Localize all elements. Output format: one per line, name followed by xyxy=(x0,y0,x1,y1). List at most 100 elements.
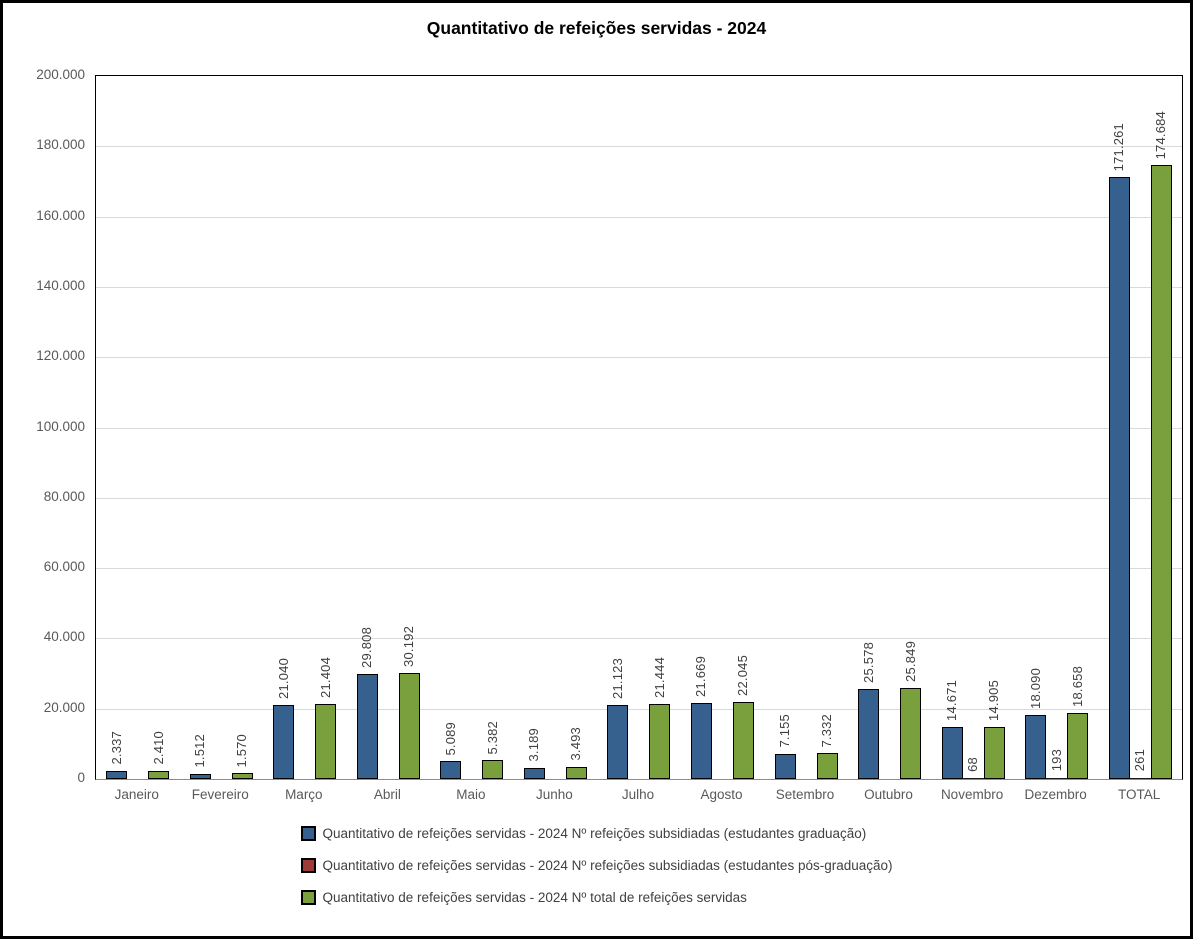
x-axis-label-janeiro: Janeiro xyxy=(114,787,159,802)
bar-value-label: 3.189 xyxy=(526,728,542,762)
bar-slot: 3.189 xyxy=(523,76,545,779)
bar-value-label: 14.905 xyxy=(986,679,1002,721)
bar-value-label: 193 xyxy=(1048,749,1064,772)
bar-series1-janeiro xyxy=(106,770,128,779)
bar-series1-julho xyxy=(607,704,629,779)
x-axis-label-março: Março xyxy=(285,787,323,802)
x-axis-label-dezembro: Dezembro xyxy=(1024,787,1087,802)
chart-title: Quantitativo de refeições servidas - 202… xyxy=(426,18,767,38)
bar-series3-agosto xyxy=(732,701,754,779)
bar-slot: 174.684 xyxy=(1150,76,1172,779)
bar-slot: 2.337 xyxy=(106,76,128,779)
bar-slot: 5.089 xyxy=(440,76,462,779)
gridline xyxy=(96,497,1182,499)
bar-slot: 2.410 xyxy=(148,76,170,779)
bar-group-agosto: 21.669 22.045 xyxy=(681,76,765,779)
y-axis-tick-label: 160.000 xyxy=(36,207,85,223)
bar-slot xyxy=(378,76,399,779)
bar-value-label: 29.808 xyxy=(359,627,375,669)
bar-slot: 29.808 xyxy=(356,76,378,779)
bar-value-label: 1.570 xyxy=(234,733,250,768)
y-axis-tick-label: 0 xyxy=(77,770,85,785)
y-axis-tick-label: 40.000 xyxy=(43,629,85,645)
bar-group-março: 21.040 21.404 xyxy=(263,76,347,779)
bar-slot: 3.493 xyxy=(565,76,587,779)
bar-slot: 21.123 xyxy=(607,76,629,779)
bar-slot xyxy=(796,76,817,779)
bar-slot: 7.155 xyxy=(774,76,796,779)
bar-group-setembro: 7.155 7.332 xyxy=(764,76,848,779)
bar-slot: 21.040 xyxy=(273,76,295,779)
bar-slot: 193 xyxy=(1046,76,1068,779)
bar-slot: 21.669 xyxy=(690,76,712,779)
legend-item: Quantitativo de refeições servidas - 202… xyxy=(300,857,893,874)
gridline xyxy=(96,357,1182,359)
bar-value-label: 21.123 xyxy=(609,657,625,699)
bar-slot xyxy=(211,76,232,779)
bar-series1-agosto xyxy=(690,702,712,779)
bar-slot: 22.045 xyxy=(732,76,754,779)
y-axis-tick-label: 200.000 xyxy=(36,67,85,82)
bar-slot xyxy=(879,76,900,779)
gridline xyxy=(96,146,1182,148)
bar-group-fevereiro: 1.512 1.570 xyxy=(180,76,264,779)
bar-group-total: 171.261 261 174.684 xyxy=(1098,76,1182,779)
bar-series3-janeiro xyxy=(148,770,170,779)
bar-slot: 21.404 xyxy=(315,76,337,779)
y-axis-tick-label: 140.000 xyxy=(36,277,85,293)
bar-series1-abril xyxy=(356,674,378,779)
bar-group-junho: 3.189 3.493 xyxy=(514,76,598,779)
bar-value-label: 21.040 xyxy=(275,658,291,700)
bar-slot: 7.332 xyxy=(816,76,838,779)
bar-series1-setembro xyxy=(774,753,796,779)
bar-value-label: 1.512 xyxy=(192,734,208,768)
bar-value-label: 2.410 xyxy=(150,730,166,765)
y-axis-tick-label: 20.000 xyxy=(43,699,85,715)
bar-slot xyxy=(628,76,649,779)
bar-groups: 2.337 2.410 1.512 1.570 21.040 21.404 29.808 30… xyxy=(96,76,1182,779)
bar-value-label: 174.684 xyxy=(1153,110,1169,159)
bar-series3-junho xyxy=(565,766,587,779)
bar-value-label: 14.671 xyxy=(944,680,960,722)
bar-slot: 1.512 xyxy=(189,76,211,779)
legend-item: Quantitativo de refeições servidas - 202… xyxy=(300,889,893,906)
bar-slot: 261 xyxy=(1129,76,1151,779)
bar-series1-total xyxy=(1108,177,1130,779)
bar-value-label: 5.089 xyxy=(442,721,458,756)
bar-slot: 1.570 xyxy=(231,76,253,779)
bar-value-label: 7.155 xyxy=(777,714,793,748)
bar-series1-junho xyxy=(523,767,545,779)
bar-series3-setembro xyxy=(816,753,838,779)
x-axis-label-total: TOTAL xyxy=(1118,787,1161,802)
bar-slot: 18.090 xyxy=(1025,76,1047,779)
x-axis-label-outubro: Outubro xyxy=(864,787,913,802)
bar-series3-total xyxy=(1150,165,1172,779)
bar-series3-fevereiro xyxy=(231,773,253,779)
x-axis-label-fevereiro: Fevereiro xyxy=(191,787,249,802)
y-axis-tick-label: 80.000 xyxy=(43,488,85,504)
gridline xyxy=(96,286,1182,288)
x-axis-label-novembro: Novembro xyxy=(940,787,1004,802)
bar-series1-novembro xyxy=(941,727,963,779)
bar-series1-fevereiro xyxy=(189,773,211,779)
bar-series1-março xyxy=(273,705,295,779)
plot-area: 2.337 2.410 1.512 1.570 21.040 21.404 29.808 30… xyxy=(95,75,1183,780)
bar-value-label: 25.578 xyxy=(860,642,876,684)
bar-series3-julho xyxy=(649,703,671,779)
x-axis-label-julho: Julho xyxy=(621,787,655,802)
bar-slot xyxy=(461,76,482,779)
bar-group-maio: 5.089 5.382 xyxy=(430,76,514,779)
bar-slot: 5.382 xyxy=(482,76,504,779)
bar-slot: 25.849 xyxy=(900,76,922,779)
bar-group-outubro: 25.578 25.849 xyxy=(848,76,932,779)
legend-swatch-total-icon xyxy=(300,890,316,905)
bar-value-label: 261 xyxy=(1132,749,1148,772)
bar-series3-março xyxy=(315,703,337,779)
bar-slot xyxy=(545,76,566,779)
bar-value-label: 171.261 xyxy=(1111,122,1127,172)
legend: Quantitativo de refeições servidas - 202… xyxy=(300,825,893,906)
bar-slot: 21.444 xyxy=(649,76,671,779)
bar-group-novembro: 14.671 68 14.905 xyxy=(931,76,1015,779)
gridline xyxy=(96,427,1182,429)
